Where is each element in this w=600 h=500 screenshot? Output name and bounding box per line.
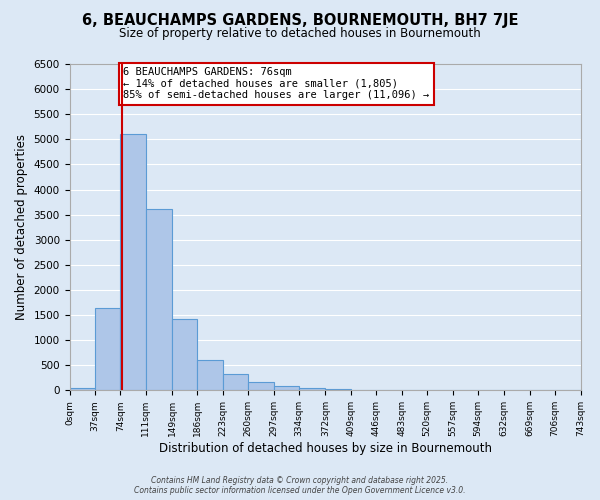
Bar: [146, 208, 172, 390]
Bar: [299, 388, 325, 390]
X-axis label: Distribution of detached houses by size in Bournemouth: Distribution of detached houses by size …: [158, 442, 491, 455]
Text: 6, BEAUCHAMPS GARDENS, BOURNEMOUTH, BH7 7JE: 6, BEAUCHAMPS GARDENS, BOURNEMOUTH, BH7 …: [82, 12, 518, 28]
Bar: [95, 308, 121, 390]
Bar: [70, 388, 95, 390]
Bar: [274, 386, 299, 390]
Bar: [121, 134, 146, 390]
Bar: [223, 374, 248, 390]
Bar: [248, 382, 274, 390]
Text: Contains HM Land Registry data © Crown copyright and database right 2025.
Contai: Contains HM Land Registry data © Crown c…: [134, 476, 466, 495]
Text: 6 BEAUCHAMPS GARDENS: 76sqm
← 14% of detached houses are smaller (1,805)
85% of : 6 BEAUCHAMPS GARDENS: 76sqm ← 14% of det…: [123, 68, 430, 100]
Bar: [172, 319, 197, 390]
Y-axis label: Number of detached properties: Number of detached properties: [15, 134, 28, 320]
Bar: [197, 360, 223, 390]
Text: Size of property relative to detached houses in Bournemouth: Size of property relative to detached ho…: [119, 28, 481, 40]
